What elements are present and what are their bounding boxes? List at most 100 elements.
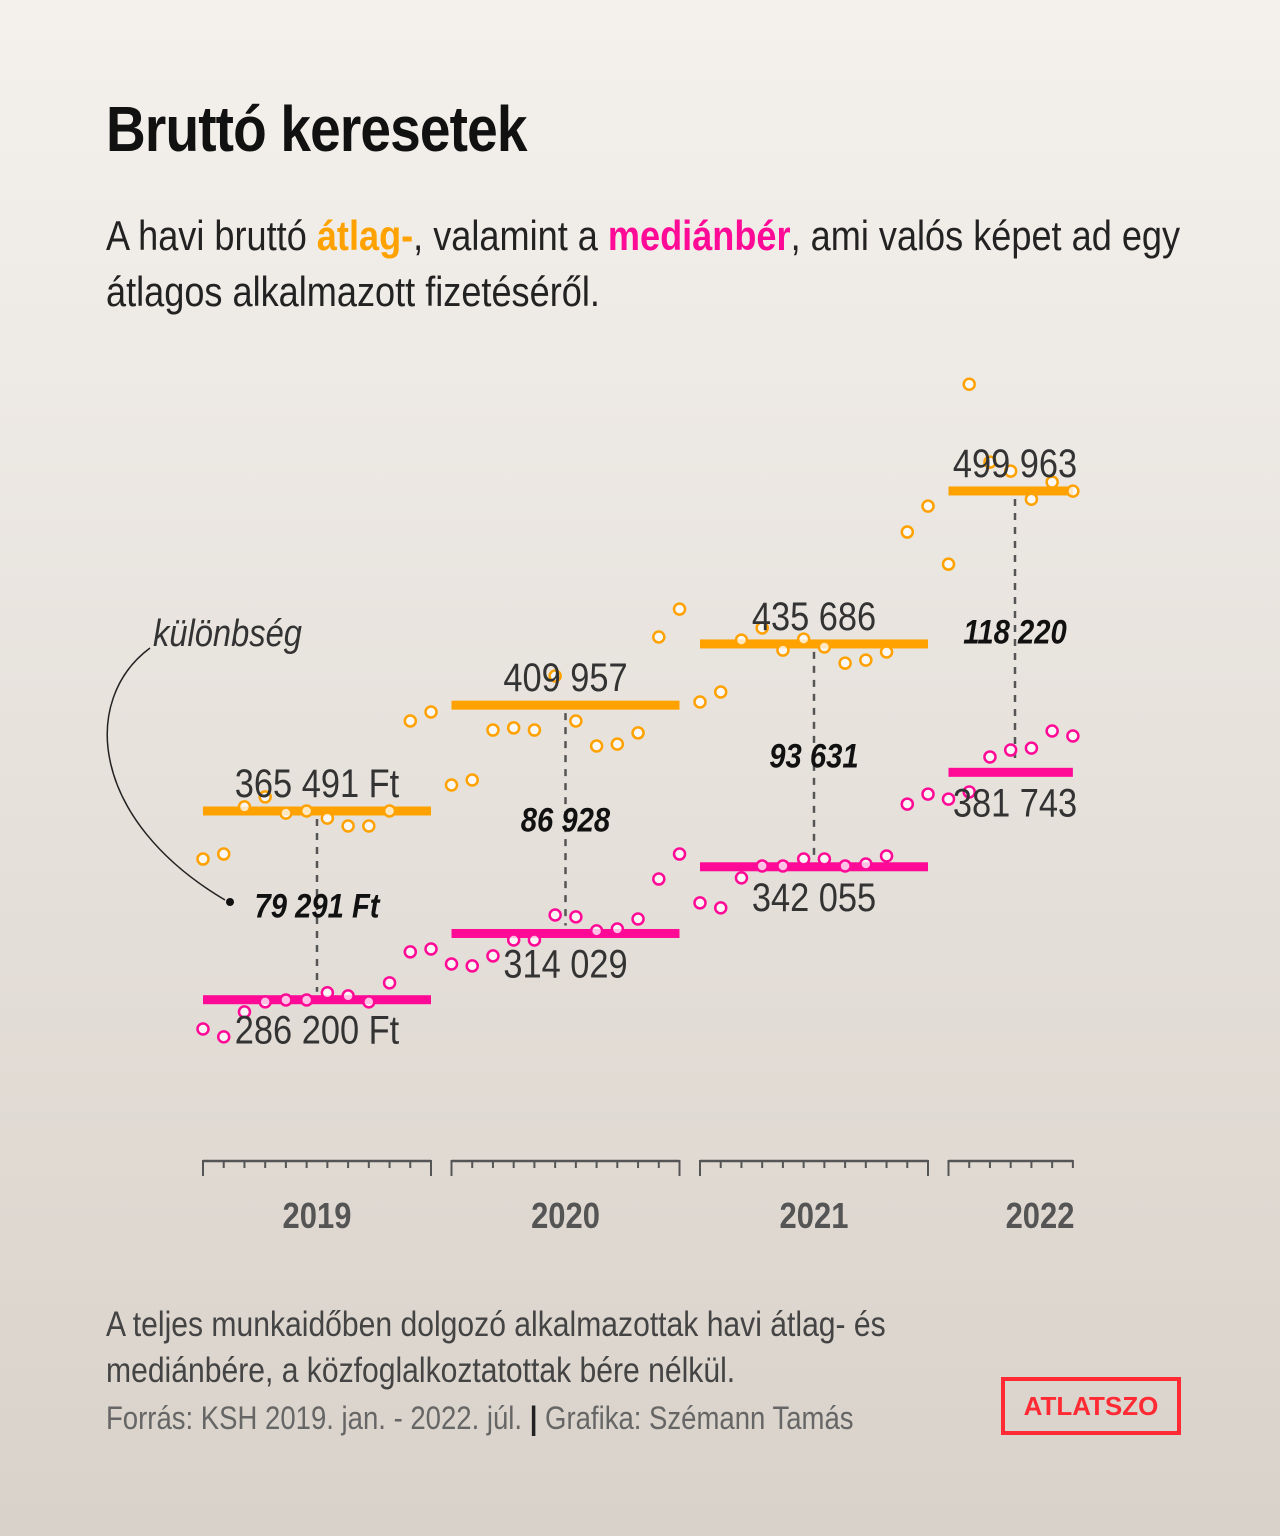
average-point bbox=[817, 640, 832, 654]
median-point bbox=[631, 912, 645, 926]
median-point bbox=[216, 1030, 231, 1044]
footnote: A teljes munkaidőben dolgozó alkalmazott… bbox=[106, 1305, 886, 1390]
average-point bbox=[506, 721, 521, 735]
median-point bbox=[299, 993, 314, 1007]
median-point bbox=[755, 859, 769, 873]
average-point bbox=[652, 630, 666, 644]
average-point bbox=[486, 723, 500, 737]
median-point bbox=[693, 896, 707, 910]
atlatszo-logo: ATLATSZO bbox=[1001, 1377, 1181, 1435]
median-point bbox=[921, 787, 935, 801]
average-point bbox=[589, 739, 604, 753]
average-bar bbox=[700, 639, 928, 649]
average-point bbox=[444, 778, 459, 792]
median-label: 342 055 bbox=[752, 874, 876, 919]
average-point bbox=[279, 806, 293, 820]
average-point bbox=[631, 726, 645, 740]
x-tick-label: 2021 bbox=[780, 1197, 849, 1237]
median-label: 286 200 Ft bbox=[235, 1007, 400, 1052]
subtitle-text: , valamint a bbox=[413, 212, 608, 259]
average-point bbox=[962, 377, 976, 391]
x-tick-label: 2022 bbox=[1006, 1197, 1075, 1237]
average-label: 365 491 Ft bbox=[235, 761, 400, 806]
chart-subtitle: A havi bruttó átlag-, valamint a mediánb… bbox=[106, 208, 1181, 320]
average-point bbox=[403, 714, 418, 728]
median-point bbox=[237, 1005, 252, 1019]
average-point bbox=[341, 819, 355, 833]
median-point bbox=[403, 945, 418, 959]
average-bar bbox=[451, 700, 680, 710]
median-point bbox=[1003, 743, 1018, 757]
median-point bbox=[796, 852, 811, 866]
median-point bbox=[962, 785, 976, 799]
subtitle-text: A havi bruttó bbox=[106, 212, 317, 259]
separator: | bbox=[529, 1400, 538, 1436]
chart-title: Bruttó keresetek bbox=[106, 93, 527, 165]
median-point bbox=[196, 1022, 210, 1036]
average-point bbox=[734, 633, 749, 647]
median-point bbox=[548, 908, 562, 922]
average-point bbox=[216, 847, 231, 861]
average-point bbox=[465, 773, 479, 787]
average-point bbox=[983, 455, 997, 469]
average-label: 435 686 bbox=[752, 593, 876, 638]
average-point bbox=[320, 811, 335, 825]
average-point bbox=[755, 621, 769, 635]
median-point bbox=[527, 933, 542, 947]
median-point bbox=[838, 859, 852, 873]
average-bar bbox=[203, 806, 431, 816]
median-point bbox=[444, 957, 459, 971]
average-point bbox=[1045, 475, 1059, 489]
difference-label: 86 928 bbox=[521, 800, 611, 839]
average-point bbox=[610, 737, 625, 751]
source-line: Forrás: KSH 2019. jan. - 2022. júl. | Gr… bbox=[106, 1400, 854, 1437]
median-point bbox=[983, 750, 997, 764]
average-point bbox=[1003, 464, 1018, 478]
median-point bbox=[589, 924, 604, 938]
average-point bbox=[299, 804, 314, 818]
average-label: 409 957 bbox=[503, 655, 627, 700]
average-point bbox=[879, 645, 894, 659]
average-point bbox=[362, 819, 376, 833]
average-point bbox=[859, 653, 873, 667]
median-point bbox=[734, 871, 749, 885]
source: Forrás: KSH 2019. jan. - 2022. júl. bbox=[106, 1400, 523, 1436]
average-point bbox=[796, 632, 811, 646]
median-point bbox=[506, 933, 521, 947]
annotation-arrow bbox=[106, 647, 226, 901]
median-point bbox=[879, 849, 894, 863]
average-point bbox=[921, 499, 935, 513]
median-bar bbox=[451, 928, 680, 938]
median-point bbox=[1024, 741, 1039, 755]
difference-label: 79 291 Ft bbox=[254, 886, 380, 925]
median-point bbox=[672, 847, 687, 861]
median-point bbox=[652, 872, 666, 886]
average-point bbox=[424, 705, 438, 719]
median-point bbox=[610, 922, 625, 936]
median-point bbox=[258, 995, 272, 1009]
average-point bbox=[900, 525, 915, 539]
median-point bbox=[1066, 729, 1080, 743]
median-bar bbox=[203, 995, 431, 1005]
annotation-label: különbség bbox=[153, 612, 302, 655]
median-point bbox=[569, 910, 583, 924]
difference-label: 118 220 bbox=[963, 613, 1067, 652]
average-point bbox=[1066, 484, 1080, 498]
median-point bbox=[341, 989, 355, 1003]
median-point bbox=[465, 959, 479, 973]
median-point bbox=[859, 857, 873, 871]
median-bar bbox=[948, 767, 1073, 777]
median-point bbox=[279, 993, 293, 1007]
median-point bbox=[424, 942, 438, 956]
median-point bbox=[362, 995, 376, 1009]
average-point bbox=[713, 685, 728, 699]
average-point bbox=[258, 790, 272, 804]
median-point bbox=[713, 901, 728, 915]
average-point bbox=[941, 557, 956, 571]
median-point bbox=[1045, 724, 1059, 738]
average-legend-word: átlag- bbox=[316, 212, 414, 259]
median-point bbox=[900, 797, 915, 811]
x-tick-label: 2019 bbox=[283, 1197, 352, 1237]
average-point bbox=[382, 804, 397, 818]
